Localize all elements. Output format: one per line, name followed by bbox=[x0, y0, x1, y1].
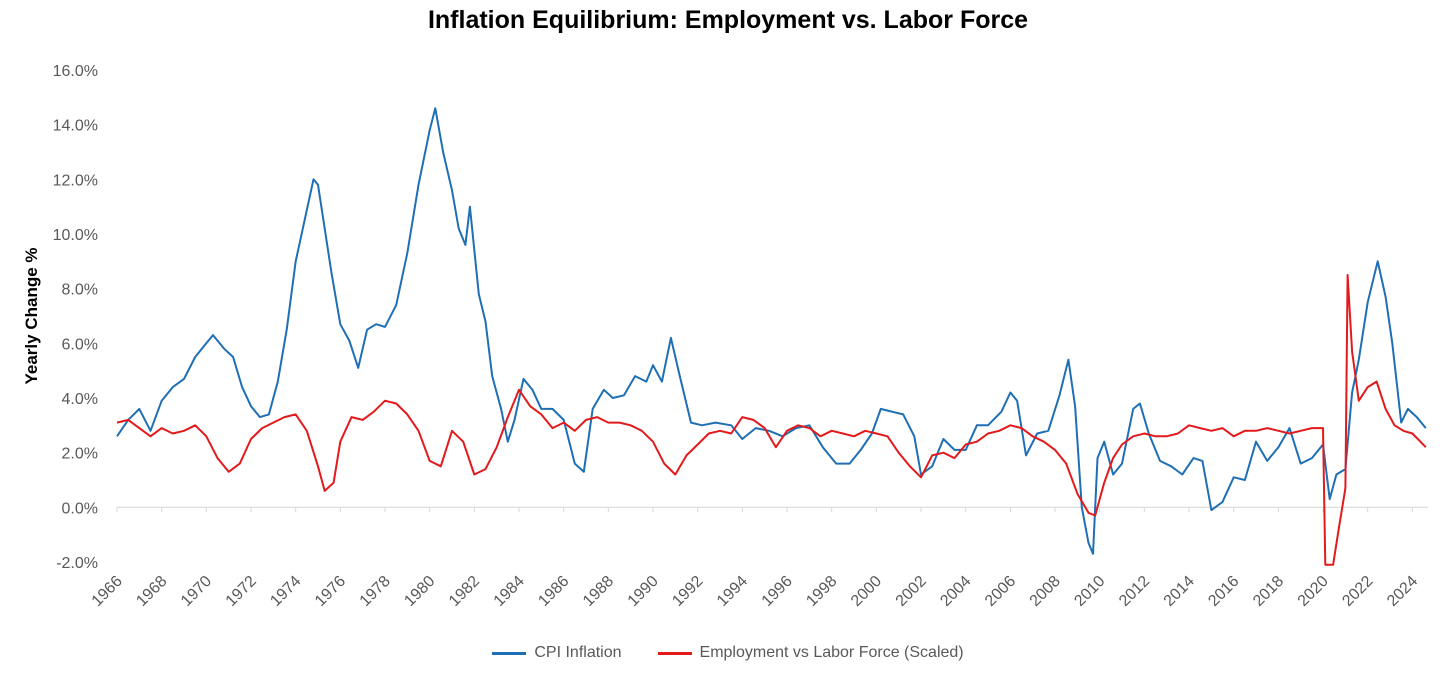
x-tick-label: 1992 bbox=[669, 573, 706, 610]
x-tick-label: 1988 bbox=[580, 573, 617, 610]
x-tick-label: 2014 bbox=[1161, 573, 1198, 610]
y-tick-label: 14.0% bbox=[53, 118, 98, 135]
legend-swatch-cpi bbox=[492, 651, 527, 655]
chart-title: Inflation Equilibrium: Employment vs. La… bbox=[427, 6, 1029, 34]
x-axis: 1966 1968 1970 1972 1974 1976 1978 1980 1982 1984… bbox=[89, 506, 1428, 610]
x-tick-label: 1966 bbox=[89, 573, 126, 610]
x-tick-label: 2018 bbox=[1250, 573, 1287, 610]
employment-vs-labor-force-line bbox=[116, 274, 1427, 566]
y-tick-label: 0.0% bbox=[62, 500, 98, 517]
x-tick-label: 1996 bbox=[759, 573, 796, 610]
x-tick-label: 1998 bbox=[803, 573, 840, 610]
y-tick-label: 12.0% bbox=[53, 172, 98, 189]
y-axis: 16.0% 14.0% 12.0% 10.0% 8.0% 6.0% 4.0% 2.0% 0.0%… bbox=[53, 63, 98, 572]
x-tick-label: 1994 bbox=[714, 573, 751, 610]
y-tick-label: 10.0% bbox=[53, 227, 98, 244]
x-tick-label: 2024 bbox=[1384, 573, 1421, 610]
x-tick-label: 2008 bbox=[1027, 573, 1064, 610]
y-tick-label: 4.0% bbox=[62, 391, 98, 408]
x-tick-label: 1986 bbox=[535, 573, 572, 610]
x-tick-label: 1980 bbox=[401, 573, 438, 610]
x-tick-label: 1982 bbox=[446, 573, 483, 610]
x-tick-label: 2000 bbox=[848, 573, 885, 610]
y-axis-label: Yearly Change % bbox=[22, 247, 41, 384]
legend-label-cpi: CPI Inflation bbox=[534, 644, 622, 661]
x-tick-label: 1974 bbox=[267, 573, 304, 610]
x-tick-label: 2002 bbox=[893, 573, 930, 610]
x-tick-label: 2020 bbox=[1295, 573, 1332, 610]
y-tick-label: -2.0% bbox=[56, 555, 98, 572]
legend-item-cpi: CPI Inflation bbox=[492, 644, 622, 662]
legend-item-employment: Employment vs Labor Force (Scaled) bbox=[657, 644, 964, 662]
x-tick-label: 1970 bbox=[178, 573, 215, 610]
x-tick-label: 2004 bbox=[937, 573, 974, 610]
x-tick-label: 1978 bbox=[357, 573, 394, 610]
y-tick-label: 16.0% bbox=[53, 63, 98, 80]
x-tick-label: 1976 bbox=[312, 573, 349, 610]
x-tick-label: 2016 bbox=[1205, 573, 1242, 610]
legend: CPI Inflation Employment vs Labor Force … bbox=[0, 644, 1456, 662]
x-tick-label: 2006 bbox=[982, 573, 1019, 610]
legend-label-employment: Employment vs Labor Force (Scaled) bbox=[699, 644, 964, 661]
legend-swatch-employment bbox=[657, 651, 692, 655]
plot-lines bbox=[116, 107, 1427, 566]
y-tick-label: 6.0% bbox=[62, 336, 98, 353]
x-tick-label: 1990 bbox=[625, 573, 662, 610]
x-tick-label: 1984 bbox=[491, 573, 528, 610]
x-tick-label: 2010 bbox=[1071, 573, 1108, 610]
x-tick-label: 1968 bbox=[133, 573, 170, 610]
cpi-inflation-line bbox=[116, 107, 1427, 555]
y-tick-label: 8.0% bbox=[62, 282, 98, 299]
y-tick-label: 2.0% bbox=[62, 446, 98, 463]
x-tick-label: 1972 bbox=[223, 573, 260, 610]
x-tick-label: 2022 bbox=[1339, 573, 1376, 610]
x-tick-label: 2012 bbox=[1116, 573, 1153, 610]
